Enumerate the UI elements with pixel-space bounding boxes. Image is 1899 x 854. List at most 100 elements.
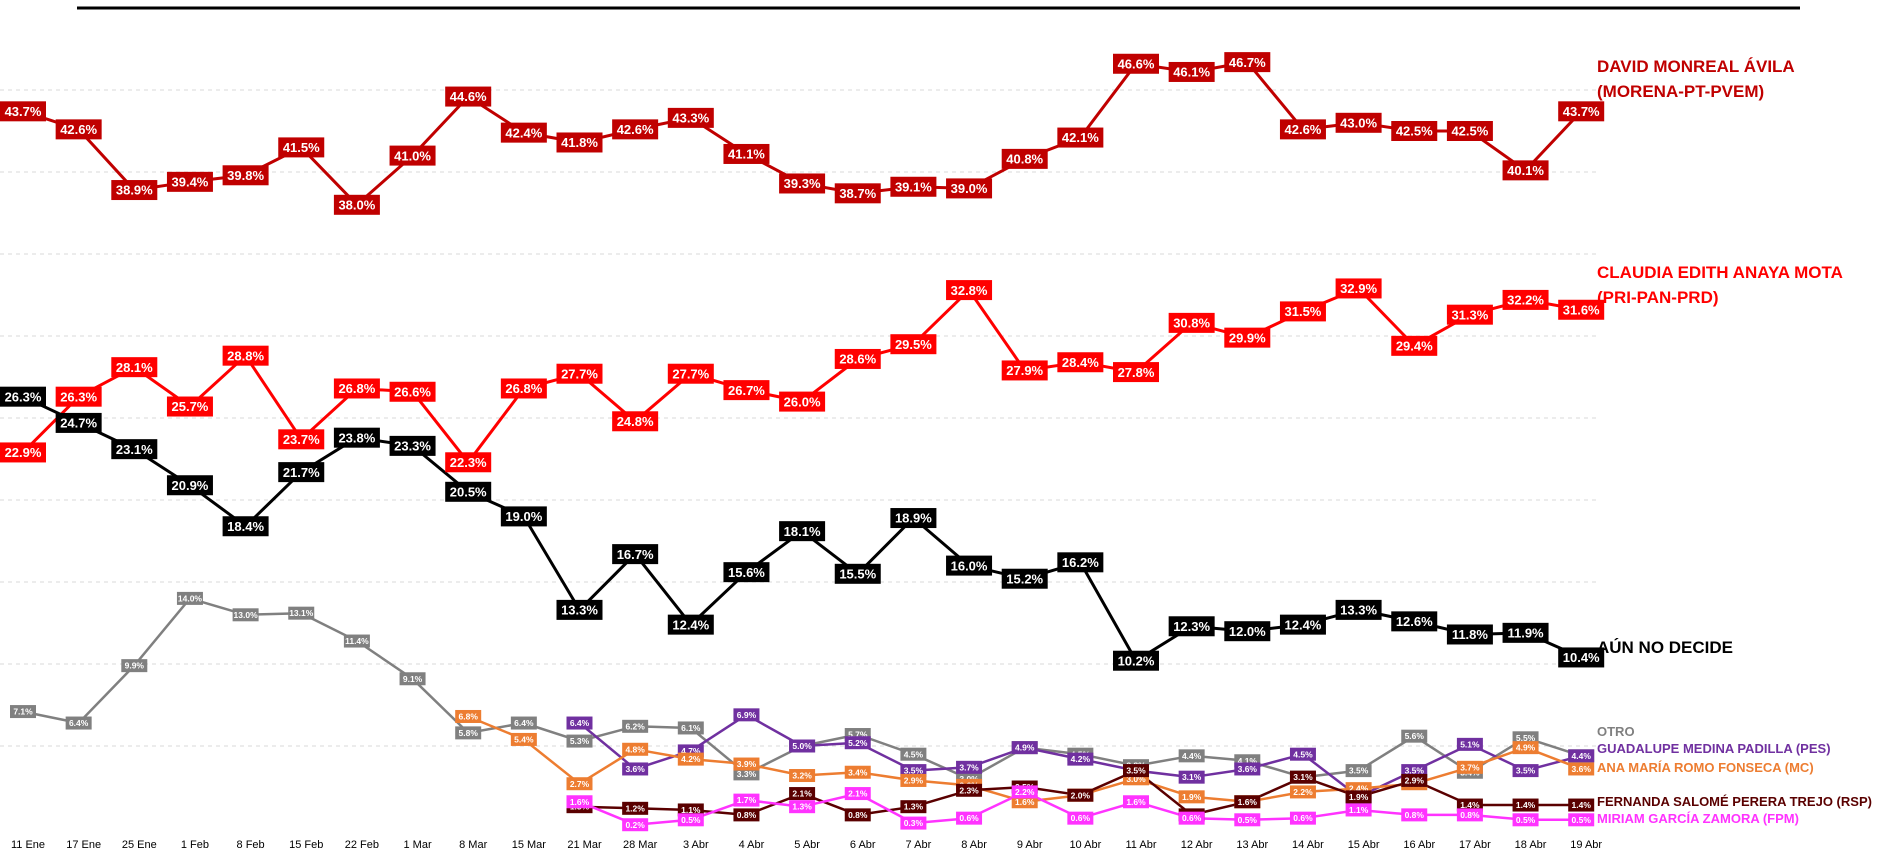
data-label-box — [733, 793, 760, 807]
data-label: 12.4% — [667, 614, 714, 635]
data-label-text: 38.9% — [116, 183, 153, 198]
data-label-box — [1067, 811, 1094, 825]
data-label-text: 23.1% — [116, 442, 153, 457]
data-label: 13.3% — [556, 599, 603, 620]
data-label-box — [834, 348, 881, 369]
data-label-text: 3.3% — [737, 769, 757, 779]
data-label-text: 0.6% — [1293, 813, 1313, 823]
data-label-box — [779, 521, 826, 542]
data-label-text: 42.5% — [1396, 124, 1433, 139]
data-label-text: 12.0% — [1229, 624, 1266, 639]
data-label-box — [733, 767, 760, 781]
data-label-text: 1.6% — [1015, 797, 1035, 807]
data-label: 6.4% — [510, 716, 537, 730]
data-label-box — [723, 562, 770, 583]
data-label: 28.6% — [834, 348, 881, 369]
data-label-text: 32.9% — [1340, 281, 1377, 296]
data-label-box — [946, 280, 993, 301]
data-label-box — [1345, 790, 1372, 804]
data-label-text: 2.0% — [1071, 790, 1091, 800]
data-label-box — [556, 132, 603, 153]
data-label-box — [1011, 741, 1038, 755]
data-label: 5.4% — [510, 732, 537, 746]
data-label-text: 32.8% — [951, 283, 988, 298]
data-label-text: 31.6% — [1563, 302, 1600, 317]
data-label: 2.2% — [1011, 785, 1038, 799]
data-label-box — [900, 773, 927, 787]
data-label-box — [333, 427, 380, 448]
data-label: 32.2% — [1502, 289, 1549, 310]
data-label-text: 38.0% — [338, 197, 375, 212]
data-label-text: 0.5% — [681, 815, 701, 825]
legend-label: FERNANDA SALOMÉ PERERA TREJO (RSP) — [1597, 794, 1872, 809]
data-label-text: 3.0% — [1126, 774, 1146, 784]
data-label-box — [1168, 616, 1215, 637]
data-label-text: 39.0% — [951, 181, 988, 196]
data-label: 43.3% — [667, 107, 714, 128]
data-label-box — [1168, 61, 1215, 82]
data-label-text: 3.1% — [1182, 772, 1202, 782]
data-label: 0.8% — [1401, 808, 1428, 822]
x-tick-label: 22 Feb — [345, 839, 379, 851]
data-label-text: 23.7% — [283, 432, 320, 447]
data-label: 1.7% — [733, 793, 760, 807]
data-label: 22.9% — [0, 442, 46, 463]
x-tick-label: 8 Mar — [459, 839, 487, 851]
data-label: 12.0% — [1224, 621, 1271, 642]
data-label-text: 26.6% — [394, 384, 431, 399]
data-label-text: 1.4% — [1572, 800, 1592, 810]
data-label-text: 42.6% — [1285, 122, 1322, 137]
data-label: 2.2% — [1289, 785, 1316, 799]
data-label-box — [834, 183, 881, 204]
data-label-text: 0.8% — [737, 810, 757, 820]
data-label-box — [166, 171, 213, 192]
data-label-box — [1568, 762, 1595, 776]
data-label: 0.5% — [677, 813, 704, 827]
data-label-box — [844, 808, 871, 822]
data-label: 15.2% — [1001, 568, 1048, 589]
data-label-box — [222, 165, 269, 186]
data-label-box — [612, 119, 659, 140]
data-label: 39.8% — [222, 165, 269, 186]
data-label-box — [1001, 148, 1048, 169]
data-label: 4.4% — [1568, 749, 1595, 763]
data-label-box — [166, 396, 213, 417]
data-label-box — [723, 380, 770, 401]
data-label-text: 12.3% — [1173, 619, 1210, 634]
data-label: 29.9% — [1224, 327, 1271, 348]
data-label: 38.9% — [111, 180, 158, 201]
data-label: 1.3% — [789, 800, 816, 814]
data-label-text: 6.8% — [459, 712, 479, 722]
data-label-text: 5.2% — [848, 738, 868, 748]
data-label-box — [1401, 808, 1428, 822]
data-label: 30.8% — [1168, 312, 1215, 333]
data-label: 0.5% — [1234, 813, 1261, 827]
data-label-box — [1446, 624, 1493, 645]
data-label: 1.6% — [566, 795, 593, 809]
data-label: 0.5% — [1512, 813, 1539, 827]
data-label-box — [1067, 788, 1094, 802]
data-label: 0.2% — [622, 818, 649, 832]
data-label-text: 41.5% — [283, 140, 320, 155]
data-label-text: 3.1% — [1293, 772, 1313, 782]
data-label-box — [1558, 101, 1605, 122]
legend-label-party: (PRI-PAN-PRD) — [1597, 288, 1719, 307]
data-label-text: 4.2% — [681, 754, 701, 764]
data-label-text: 3.5% — [1516, 766, 1536, 776]
data-label-text: 3.7% — [959, 762, 979, 772]
data-label-text: 19.0% — [505, 509, 542, 524]
data-label: 27.7% — [556, 363, 603, 384]
data-label-text: 6.9% — [737, 710, 757, 720]
data-label: 0.6% — [1178, 811, 1205, 825]
data-label: 29.4% — [1391, 335, 1438, 356]
data-label-box — [1279, 119, 1326, 140]
data-label: 26.3% — [55, 386, 102, 407]
data-label: 3.5% — [1401, 764, 1428, 778]
data-label-box — [500, 506, 547, 527]
data-label-text: 1.1% — [1349, 805, 1369, 815]
data-label-box — [1512, 731, 1539, 745]
data-label: 0.8% — [1456, 808, 1483, 822]
data-label-text: 3.6% — [1572, 764, 1592, 774]
data-label: 22.3% — [445, 452, 492, 473]
data-label-text: 13.3% — [1340, 603, 1377, 618]
